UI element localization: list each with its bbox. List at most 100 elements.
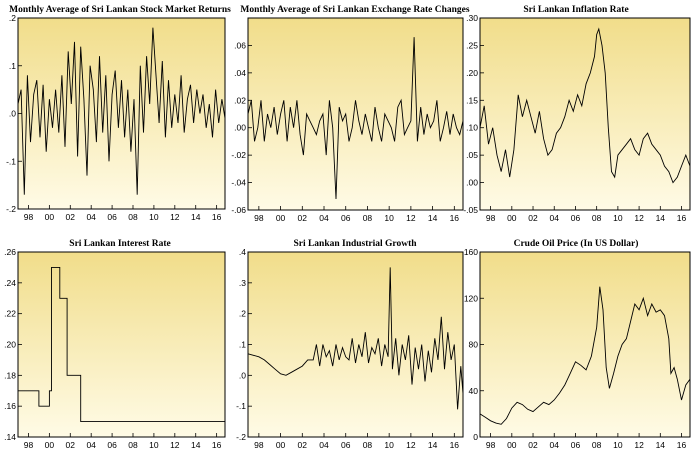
y-tick-label: .05 — [466, 150, 478, 160]
x-tick-label: 06 — [341, 213, 351, 223]
chart-title: Sri Lankan Industrial Growth — [293, 239, 417, 249]
x-tick-label: 02 — [66, 440, 76, 450]
x-tick-label: 98 — [24, 440, 34, 450]
x-tick-label: 14 — [428, 440, 438, 450]
y-tick-label: .04 — [234, 68, 246, 78]
y-tick-label: 120 — [464, 293, 478, 303]
panel-industrial-growth: Sri Lankan Industrial Growth -.2 -.1 .0 .1.… — [236, 239, 464, 450]
panel-interest-rate: Sri Lankan Interest Rate .14 .16 .18 .20 .22… — [4, 239, 226, 450]
y-tick-label: .30 — [466, 13, 478, 23]
x-tick-label: 04 — [86, 440, 96, 450]
x-tick-label: 08 — [363, 213, 373, 223]
y-tick-label: .20 — [4, 340, 16, 350]
x-tick-label: 06 — [571, 213, 581, 223]
y-tick-label: .14 — [4, 432, 16, 442]
y-tick-label: .2 — [239, 309, 246, 319]
x-tick-label: 14 — [428, 213, 438, 223]
plot-area — [17, 251, 226, 438]
x-tick-label: 12 — [634, 440, 644, 450]
y-tick-label: .22 — [4, 309, 16, 319]
x-tick-label: 12 — [406, 213, 416, 223]
x-tick-label: 16 — [212, 440, 222, 450]
x-tick-label: 04 — [550, 440, 560, 450]
x-tick-label: 06 — [107, 212, 117, 222]
x-tick-label: 10 — [384, 213, 394, 223]
x-axis-ticks: 98 00 02 04 06 08 10 12 14 16 — [24, 205, 222, 222]
y-tick-label: .0 — [239, 370, 246, 380]
y-tick-label: .02 — [234, 95, 246, 105]
x-axis-ticks: 98 00 02 04 06 08 10 12 14 16 — [254, 433, 459, 450]
x-axis-ticks: 98 00 02 04 06 08 10 12 14 16 — [486, 433, 687, 450]
x-tick-label: 16 — [677, 440, 687, 450]
x-tick-label: 10 — [613, 440, 623, 450]
x-tick-label: 06 — [571, 440, 581, 450]
x-tick-label: 06 — [341, 440, 351, 450]
x-tick-label: 98 — [486, 440, 496, 450]
x-tick-label: 02 — [66, 212, 76, 222]
chart-title: Sri Lankan Interest Rate — [69, 239, 170, 249]
x-tick-label: 10 — [149, 440, 159, 450]
y-tick-label: .00 — [234, 123, 246, 133]
x-tick-label: 98 — [254, 440, 264, 450]
y-tick-label: .06 — [234, 40, 246, 50]
x-tick-label: 12 — [406, 440, 416, 450]
x-tick-label: 14 — [656, 213, 666, 223]
x-tick-label: 04 — [319, 440, 329, 450]
y-tick-label: .1 — [239, 340, 246, 350]
y-tick-label: -.2 — [236, 432, 246, 442]
x-tick-label: 00 — [45, 212, 55, 222]
x-tick-label: 12 — [170, 212, 180, 222]
x-tick-label: 04 — [550, 213, 560, 223]
y-tick-label: .16 — [4, 401, 16, 411]
y-tick-label: -.2 — [6, 204, 16, 214]
x-axis-ticks: 98 00 02 04 06 08 10 12 14 16 — [24, 433, 222, 450]
x-tick-label: 14 — [656, 440, 666, 450]
chart-title: Sri Lankan Inflation Rate — [523, 5, 628, 15]
series-line — [18, 266, 225, 423]
y-axis-ticks: .14 .16 .18 .20 .22 .24 .26 — [4, 247, 22, 442]
x-tick-label: 08 — [592, 213, 602, 223]
panel-crude-oil: Crude Oil Price (In US Dollar) 040801201… — [464, 238, 691, 450]
x-tick-label: 00 — [45, 440, 55, 450]
series-line — [479, 27, 691, 184]
x-tick-label: 08 — [363, 440, 373, 450]
y-tick-label: .25 — [466, 40, 478, 50]
y-tick-label: -.04 — [231, 178, 246, 188]
x-tick-label: 02 — [528, 440, 538, 450]
y-axis-ticks: -.06 -.04 -.02 .00 .02 .04 .06 — [231, 40, 252, 215]
x-tick-label: 16 — [450, 440, 460, 450]
x-tick-label: 12 — [634, 213, 644, 223]
series-line — [247, 37, 464, 200]
x-axis-ticks: 98 00 02 04 06 08 10 12 14 16 — [254, 206, 459, 223]
x-tick-label: 16 — [212, 212, 222, 222]
y-tick-label: -.02 — [231, 150, 246, 160]
y-tick-label: .0 — [9, 109, 16, 119]
x-tick-label: 14 — [191, 212, 201, 222]
series-line — [479, 286, 691, 425]
plot-area — [247, 251, 464, 438]
x-tick-label: 00 — [507, 440, 517, 450]
chart-title: Monthly Average of Sri Lankan Exchange R… — [240, 5, 469, 15]
y-tick-label: .18 — [4, 370, 16, 380]
x-tick-label: 10 — [149, 212, 159, 222]
x-tick-label: 16 — [450, 213, 460, 223]
panel-stock-returns: Monthly Average of Sri Lankan Stock Mark… — [6, 5, 231, 222]
y-tick-label: .2 — [9, 13, 16, 23]
x-tick-label: 14 — [191, 440, 201, 450]
x-tick-label: 08 — [128, 440, 138, 450]
y-tick-label: .3 — [239, 278, 246, 288]
y-tick-label: .00 — [466, 178, 478, 188]
y-tick-label: .4 — [239, 247, 246, 257]
x-axis-ticks: 98 00 02 04 06 08 10 12 14 16 — [486, 206, 687, 223]
x-tick-label: 00 — [507, 213, 517, 223]
x-tick-label: 06 — [107, 440, 117, 450]
chart-title: Crude Oil Price (In US Dollar) — [514, 238, 639, 249]
y-tick-label: -.1 — [236, 401, 246, 411]
plot-area — [479, 17, 691, 211]
x-tick-label: 98 — [24, 212, 34, 222]
plot-area — [17, 17, 226, 210]
x-tick-label: 02 — [298, 440, 308, 450]
y-tick-label: .20 — [466, 68, 478, 78]
x-tick-label: 16 — [677, 213, 687, 223]
y-tick-label: .26 — [4, 247, 16, 257]
